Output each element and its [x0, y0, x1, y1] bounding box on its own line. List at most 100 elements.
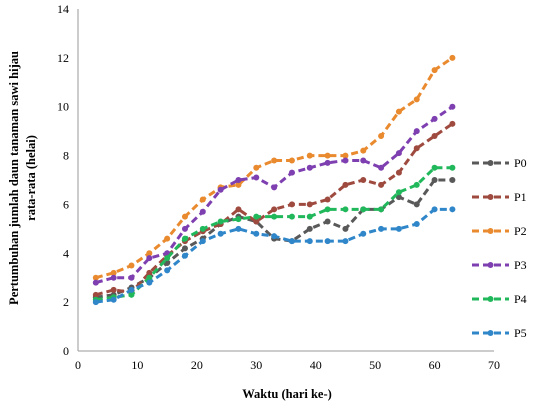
- data-point-p1: [449, 120, 456, 127]
- data-point-p2: [288, 157, 295, 164]
- data-point-p0: [342, 225, 349, 232]
- data-point-p5: [235, 225, 242, 232]
- legend-marker: [487, 296, 494, 302]
- data-point-p3: [128, 274, 135, 281]
- data-point-p3: [324, 159, 331, 166]
- y-axis-title-line1: Pertumbuhan jumlah daun tanaman sawi hij…: [7, 51, 21, 305]
- y-tick-label: 14: [57, 2, 69, 16]
- data-point-p0: [324, 218, 331, 225]
- data-point-p5: [253, 230, 260, 237]
- data-point-p1: [235, 206, 242, 213]
- data-point-p0: [306, 225, 313, 232]
- series-p1: [92, 120, 456, 298]
- legend-item-p1: P1: [472, 190, 527, 204]
- data-point-p5: [92, 299, 99, 306]
- data-point-p4: [146, 274, 153, 281]
- data-point-p1: [324, 196, 331, 203]
- data-point-p3: [271, 184, 278, 191]
- data-point-p5: [128, 286, 135, 293]
- data-point-p3: [146, 255, 153, 262]
- data-point-p3: [342, 157, 349, 164]
- x-tick-label: 10: [131, 358, 143, 372]
- data-point-p1: [271, 206, 278, 213]
- series-p2: [92, 54, 456, 281]
- data-point-p5: [342, 238, 349, 245]
- legend-item-p2: P2: [472, 224, 527, 238]
- data-point-p5: [324, 238, 331, 245]
- legend-marker: [487, 160, 494, 166]
- legend-item-p0: P0: [472, 156, 527, 170]
- data-point-p3: [217, 186, 224, 193]
- data-point-p3: [199, 208, 206, 215]
- legend-label: P2: [514, 224, 527, 238]
- data-point-p1: [92, 291, 99, 298]
- x-axis-title: Waktu (hari ke-): [242, 387, 332, 401]
- data-point-p4: [431, 164, 438, 171]
- x-tick-label: 20: [191, 358, 203, 372]
- legend-label: P1: [514, 190, 527, 204]
- data-point-p3: [110, 274, 117, 281]
- data-point-p5: [217, 230, 224, 237]
- data-point-p4: [181, 235, 188, 242]
- legend-label: P5: [514, 326, 527, 340]
- series-p3: [92, 103, 456, 286]
- data-point-p4: [342, 206, 349, 213]
- data-point-p5: [164, 267, 171, 274]
- legend: P0 P1 P2 P3 P4 P5: [472, 156, 527, 340]
- data-point-p3: [253, 174, 260, 181]
- data-point-p0: [431, 177, 438, 183]
- y-axis-title-line2: rata-rata (helai): [24, 135, 38, 221]
- data-point-p0: [181, 245, 188, 252]
- data-point-p2: [164, 235, 171, 242]
- y-tick-label: 4: [63, 246, 69, 260]
- data-point-p4: [128, 291, 135, 298]
- data-point-p1: [253, 218, 260, 225]
- axes: [77, 9, 494, 352]
- data-point-p2: [431, 67, 438, 74]
- data-point-p5: [360, 230, 367, 237]
- legend-marker: [487, 262, 494, 268]
- data-point-p4: [217, 218, 224, 225]
- x-tick-label: 0: [75, 358, 81, 372]
- x-tick-labels: 0 10 20 30 40 50 60 70: [75, 358, 500, 372]
- data-point-p2: [378, 133, 385, 140]
- data-point-p1: [431, 133, 438, 140]
- data-point-p5: [431, 206, 438, 213]
- data-point-p3: [431, 115, 438, 122]
- legend-label: P3: [514, 258, 527, 272]
- y-tick-labels: 0 2 4 6 8 10 12 14: [57, 2, 69, 358]
- data-point-p3: [306, 164, 313, 171]
- legend-label: P4: [514, 292, 527, 306]
- data-point-p5: [395, 225, 402, 232]
- y-tick-label: 8: [63, 149, 69, 163]
- data-point-p5: [288, 238, 295, 245]
- data-point-p4: [413, 181, 420, 188]
- data-point-p3: [288, 169, 295, 176]
- data-point-p4: [164, 255, 171, 262]
- data-point-p3: [378, 164, 385, 171]
- data-point-p1: [342, 181, 349, 188]
- data-point-p4: [324, 206, 331, 213]
- data-point-p5: [449, 206, 456, 213]
- data-point-p2: [92, 274, 99, 281]
- data-point-p3: [360, 157, 367, 164]
- data-point-p2: [235, 181, 242, 188]
- data-point-p4: [395, 189, 402, 196]
- data-point-p2: [413, 96, 420, 103]
- y-tick-label: 10: [57, 100, 69, 114]
- data-point-p0: [413, 201, 420, 208]
- data-point-p2: [271, 157, 278, 164]
- legend-marker: [487, 194, 494, 200]
- data-point-p1: [360, 177, 367, 183]
- series-line-p4: [95, 166, 453, 302]
- data-point-p4: [199, 225, 206, 232]
- legend-item-p5: P5: [472, 326, 527, 340]
- data-point-p5: [306, 238, 313, 245]
- data-point-p1: [413, 145, 420, 152]
- series-lines: [92, 54, 456, 306]
- data-point-p0: [449, 177, 456, 183]
- x-tick-label: 30: [250, 358, 262, 372]
- data-point-p2: [199, 196, 206, 203]
- data-point-p4: [378, 206, 385, 213]
